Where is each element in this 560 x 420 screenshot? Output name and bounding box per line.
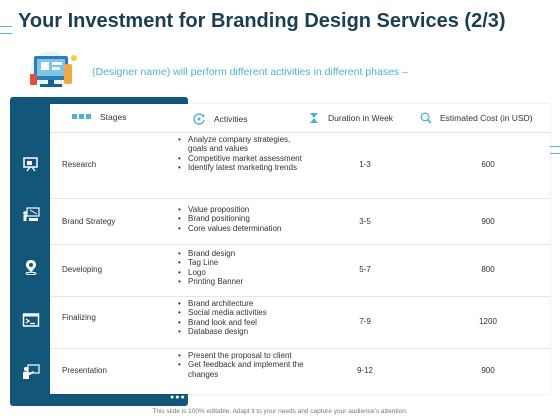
- activity-item: Identify latest marketing trends: [178, 163, 308, 173]
- refresh-cycle-icon: [193, 113, 205, 125]
- stage-label: Brand Strategy: [62, 217, 116, 226]
- slide-subtitle: (Designer name) will perform different a…: [92, 66, 408, 78]
- activity-list: Value proposition Brand positioning Core…: [178, 205, 308, 234]
- stages-header-label: Stages: [100, 112, 127, 122]
- activity-item: Brand architecture: [178, 299, 308, 309]
- activity-item: Brand design: [178, 249, 308, 259]
- stage-label: Research: [62, 160, 97, 169]
- activity-item: Present the proposal to client: [178, 351, 308, 361]
- cost-value: 600: [481, 160, 495, 169]
- activity-item: Logo: [178, 268, 308, 278]
- table-row-finalizing: Finalizing Brand architecture Social med…: [50, 296, 550, 349]
- side-decoration-lines: [550, 146, 560, 154]
- location-pin-icon: [25, 260, 37, 275]
- cost-header-label: Estimated Cost (in USD): [440, 113, 533, 123]
- stage-label: Presentation: [62, 366, 107, 375]
- activity-list: Present the proposal to client Get feedb…: [178, 351, 308, 379]
- activity-item: Get feedback and implement the changes: [178, 360, 308, 379]
- strategy-board-icon: [23, 207, 40, 221]
- activity-item: Analyze company strategies, goals and va…: [178, 135, 308, 154]
- duration-value: 5-7: [359, 265, 371, 274]
- activities-header: Activities: [192, 112, 248, 126]
- designer-workstation-icon: [30, 51, 77, 89]
- table-row-brand-strategy: Brand Strategy Value proposition Brand p…: [50, 198, 550, 245]
- activity-item: Competitive market assessment: [178, 154, 308, 164]
- slide-title: Your Investment for Branding Design Serv…: [18, 10, 506, 32]
- activities-header-label: Activities: [214, 114, 248, 124]
- stages-icon: [72, 114, 91, 119]
- activity-list: Brand architecture Social media activiti…: [178, 299, 308, 337]
- activity-item: Brand positioning: [178, 214, 308, 224]
- duration-value: 1-3: [359, 160, 371, 169]
- table-header: Stages Activities Duration in Week Estim…: [50, 104, 550, 133]
- cost-value: 900: [481, 366, 495, 375]
- stage-label: Finalizing: [62, 313, 96, 322]
- hourglass-icon: [310, 113, 318, 123]
- duration-header: Duration in Week: [308, 112, 393, 124]
- footer-note: This slide is 100% editable. Adapt it to…: [152, 408, 408, 415]
- table-row-research: Research Analyze company strategies, goa…: [50, 132, 550, 199]
- cost-value: 800: [481, 265, 495, 274]
- cost-value: 1200: [479, 317, 497, 326]
- terminal-window-icon: [22, 313, 40, 327]
- search-dollar-icon: [420, 112, 432, 124]
- duration-value: 9-12: [356, 366, 373, 375]
- activity-item: Social media activities: [178, 308, 308, 318]
- table-row-developing: Developing Brand design Tag Line Logo Pr…: [50, 244, 550, 297]
- activity-item: Value proposition: [178, 205, 308, 215]
- stages-header: Stages: [72, 112, 126, 122]
- activity-item: Database design: [178, 327, 308, 337]
- duration-value: 7-9: [359, 317, 371, 326]
- pagination-dots: ●●●: [170, 394, 186, 401]
- activity-list: Brand design Tag Line Logo Printing Bann…: [178, 249, 308, 287]
- activity-item: Printing Banner: [178, 277, 308, 287]
- cost-header: Estimated Cost (in USD): [420, 112, 533, 124]
- investment-table: Stages Activities Duration in Week Estim…: [50, 104, 550, 394]
- cost-value: 900: [481, 217, 495, 226]
- stage-label: Developing: [62, 265, 103, 274]
- duration-value: 3-5: [359, 217, 371, 226]
- duration-header-label: Duration in Week: [328, 113, 394, 123]
- activity-item: Brand look and feel: [178, 318, 308, 328]
- presentation-board-icon: [23, 157, 38, 172]
- table-row-presentation: Presentation Present the proposal to cli…: [50, 348, 550, 394]
- title-decoration-lines: [0, 26, 12, 34]
- activity-item: Core values determination: [178, 224, 308, 234]
- presenter-icon: [23, 364, 40, 379]
- activity-item: Tag Line: [178, 258, 308, 268]
- activity-list: Analyze company strategies, goals and va…: [178, 135, 308, 173]
